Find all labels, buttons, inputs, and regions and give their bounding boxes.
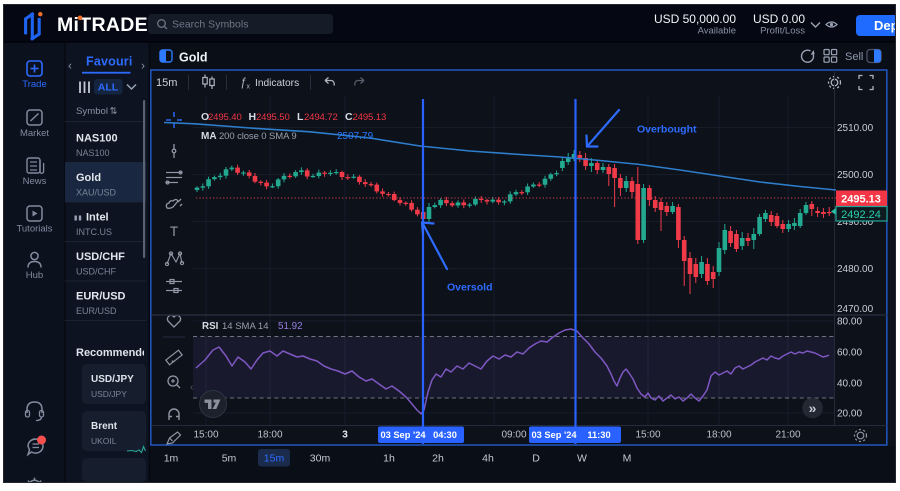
svg-text:21:00: 21:00 bbox=[775, 430, 800, 441]
svg-text:40.00: 40.00 bbox=[837, 379, 862, 390]
svg-text:5m: 5m bbox=[222, 453, 237, 465]
svg-text:RSI: RSI bbox=[202, 321, 219, 332]
svg-text:Search Symbols: Search Symbols bbox=[172, 19, 248, 31]
svg-text:2495.13: 2495.13 bbox=[353, 112, 387, 123]
svg-text:03 Sep '24: 03 Sep '24 bbox=[380, 430, 426, 440]
svg-text:2492.24: 2492.24 bbox=[841, 209, 881, 221]
svg-text:2480.00: 2480.00 bbox=[837, 264, 874, 275]
svg-text:Sell: Sell bbox=[845, 51, 863, 63]
svg-text:USD/JPY: USD/JPY bbox=[91, 389, 127, 399]
svg-text:14 SMA 14: 14 SMA 14 bbox=[222, 321, 268, 332]
svg-text:15:00: 15:00 bbox=[193, 430, 218, 441]
svg-text:Indicators: Indicators bbox=[255, 78, 299, 89]
svg-text:1m: 1m bbox=[164, 453, 179, 465]
svg-text:News: News bbox=[23, 176, 47, 187]
svg-text:1h: 1h bbox=[383, 453, 395, 465]
svg-text:USD/JPY: USD/JPY bbox=[91, 374, 134, 385]
svg-text:NAS100: NAS100 bbox=[76, 148, 110, 158]
svg-text:15m: 15m bbox=[264, 453, 285, 465]
svg-text:2495.40: 2495.40 bbox=[208, 112, 242, 123]
svg-text:09:00: 09:00 bbox=[501, 430, 526, 441]
svg-text:Profit/Loss: Profit/Loss bbox=[760, 26, 805, 37]
svg-text:ALL: ALL bbox=[98, 82, 119, 94]
svg-text:EUR/USD: EUR/USD bbox=[76, 291, 126, 303]
svg-text:2490.00: 2490.00 bbox=[837, 217, 874, 228]
svg-text:x: x bbox=[247, 84, 251, 91]
svg-text:C: C bbox=[345, 111, 353, 123]
svg-text:4h: 4h bbox=[482, 453, 494, 465]
svg-text:UKOIL: UKOIL bbox=[91, 436, 117, 446]
svg-text:2494.72: 2494.72 bbox=[304, 112, 338, 123]
svg-text:XAU/USD: XAU/USD bbox=[76, 188, 117, 198]
svg-text:›: › bbox=[141, 59, 145, 73]
svg-text:USD 0.00: USD 0.00 bbox=[753, 12, 805, 26]
svg-text:2500.00: 2500.00 bbox=[837, 170, 874, 181]
svg-text:Recommended: Recommended bbox=[76, 347, 155, 359]
svg-text:EUR/USD: EUR/USD bbox=[76, 306, 117, 316]
svg-text:03 Sep '24: 03 Sep '24 bbox=[531, 430, 577, 440]
svg-text:200 close 0 SMA 9: 200 close 0 SMA 9 bbox=[219, 131, 297, 142]
svg-text:H: H bbox=[249, 111, 257, 123]
svg-text:‹: ‹ bbox=[68, 59, 72, 73]
svg-text:INTC.US: INTC.US bbox=[76, 227, 112, 237]
svg-text:Tutorials: Tutorials bbox=[16, 224, 52, 235]
svg-text:Available: Available bbox=[698, 26, 736, 37]
svg-text:2495.13: 2495.13 bbox=[841, 194, 881, 206]
svg-text:2510.00: 2510.00 bbox=[837, 123, 874, 134]
svg-text:2h: 2h bbox=[432, 453, 444, 465]
svg-text:Hub: Hub bbox=[26, 270, 43, 281]
svg-text:MiTRADE: MiTRADE bbox=[57, 14, 148, 36]
svg-text:80.00: 80.00 bbox=[837, 317, 862, 328]
svg-text:T: T bbox=[170, 224, 178, 239]
svg-text:»: » bbox=[809, 400, 817, 416]
svg-text:20.00: 20.00 bbox=[837, 409, 862, 420]
svg-text:D: D bbox=[532, 453, 540, 465]
svg-text:Symbol: Symbol bbox=[76, 106, 108, 117]
svg-text:51.92: 51.92 bbox=[278, 321, 303, 332]
svg-text:Brent: Brent bbox=[91, 421, 118, 432]
svg-text:3: 3 bbox=[342, 430, 348, 441]
svg-text:04:30: 04:30 bbox=[433, 430, 457, 440]
svg-text:18:00: 18:00 bbox=[706, 430, 731, 441]
svg-text:L: L bbox=[297, 111, 304, 123]
svg-text:Intel: Intel bbox=[86, 212, 109, 224]
svg-text:‹: ‹ bbox=[190, 382, 193, 393]
svg-text:Gold: Gold bbox=[179, 51, 207, 65]
svg-text:60.00: 60.00 bbox=[837, 348, 862, 359]
svg-text:Trade: Trade bbox=[22, 79, 46, 90]
svg-text:Market: Market bbox=[20, 128, 49, 139]
svg-text:11:30: 11:30 bbox=[587, 430, 610, 440]
svg-text:USD/CHF: USD/CHF bbox=[76, 251, 125, 263]
svg-text:30m: 30m bbox=[310, 453, 331, 465]
svg-text:Favourites: Favourites bbox=[86, 55, 151, 69]
svg-text:2470.00: 2470.00 bbox=[837, 304, 874, 315]
svg-text:15:00: 15:00 bbox=[635, 430, 660, 441]
svg-text:M: M bbox=[623, 453, 632, 465]
svg-text:15m: 15m bbox=[156, 77, 177, 89]
svg-text:ƒ: ƒ bbox=[240, 77, 246, 89]
svg-text:Dep: Dep bbox=[874, 18, 895, 33]
svg-text:O: O bbox=[201, 111, 209, 123]
svg-text:Overbought: Overbought bbox=[637, 124, 697, 136]
svg-text:Oversold: Oversold bbox=[447, 282, 493, 294]
svg-text:USD 50,000.00: USD 50,000.00 bbox=[654, 12, 736, 26]
svg-text:2507.79: 2507.79 bbox=[337, 131, 374, 142]
svg-text:18:00: 18:00 bbox=[257, 430, 282, 441]
svg-text:⇅: ⇅ bbox=[110, 106, 118, 117]
svg-text:Gold: Gold bbox=[76, 172, 101, 184]
svg-text:NAS100: NAS100 bbox=[76, 133, 118, 145]
svg-text:W: W bbox=[577, 453, 587, 465]
svg-text:MA: MA bbox=[201, 131, 217, 142]
svg-text:USD/CHF: USD/CHF bbox=[76, 267, 117, 277]
svg-text:2495.50: 2495.50 bbox=[256, 112, 290, 123]
